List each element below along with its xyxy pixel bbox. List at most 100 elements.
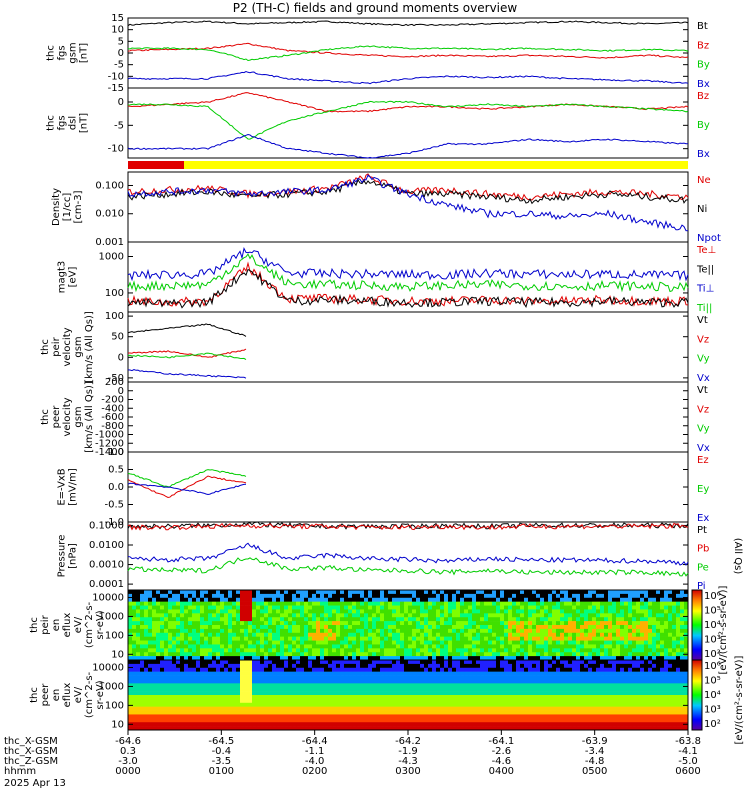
heatmap-cell [552,609,557,614]
heatmap-cell [332,605,337,610]
heatmap-cell [432,613,437,618]
heatmap-cell [276,648,281,653]
heatmap-cell [512,601,517,606]
mode-bar-segment [128,161,184,169]
heatmap-cell [624,660,629,665]
heatmap-cell [364,613,369,618]
heatmap-cell [412,621,417,626]
heatmap-cell [328,628,333,634]
heatmap-cell [132,710,137,715]
heatmap-cell [464,644,469,649]
heatmap-cell [444,621,449,626]
heatmap-cell [424,644,429,649]
heatmap-cell [200,648,205,653]
heatmap-cell [516,617,521,622]
heatmap-cell [272,621,277,626]
heatmap-cell [564,601,569,606]
heatmap-cell [228,706,233,711]
heatmap-cell [520,660,525,665]
heatmap-cell [364,726,369,731]
heatmap-cell [508,722,513,727]
heatmap-cell [560,640,565,645]
heatmap-cell [652,593,657,599]
heatmap-cell [616,660,621,665]
heatmap-cell [548,628,553,634]
heatmap-cell [272,640,277,645]
heatmap-cell [296,628,301,634]
legend-Ey: Ey [697,484,709,495]
heatmap-cell [536,714,541,719]
heatmap-cell [428,590,433,595]
heatmap-cell [248,671,253,676]
heatmap-cell [412,695,417,700]
heatmap-cell [472,687,477,692]
heatmap-cell [384,593,389,599]
heatmap-cell [516,683,521,688]
heatmap-cell [300,687,305,692]
heatmap-cell [404,597,409,602]
heatmap-cell [488,632,493,637]
heatmap-cell [664,601,669,606]
heatmap-cell [448,706,453,711]
heatmap-cell [460,671,465,676]
heatmap-cell [272,683,277,688]
heatmap-cell [356,671,361,676]
heatmap-cell [200,702,205,707]
heatmap-cell [668,632,673,637]
heatmap-cell [344,605,349,610]
heatmap-cell [176,726,181,731]
heatmap-cell [548,667,553,672]
heatmap-cell [328,726,333,731]
heatmap-cell [280,675,285,680]
heatmap-cell [140,663,145,669]
heatmap-cell [584,679,589,684]
heatmap-cell [256,679,261,684]
heatmap-cell [580,628,585,634]
heatmap-cell [184,675,189,680]
heatmap-cell [304,644,309,649]
heatmap-cell [580,722,585,727]
heatmap-cell [304,718,309,723]
heatmap-cell [168,613,173,618]
heatmap-cell [512,632,517,637]
heatmap-cell [184,683,189,688]
heatmap-cell [672,625,677,630]
heatmap-cell [640,601,645,606]
heatmap-cell [476,675,481,680]
heatmap-cell [128,644,133,649]
heatmap-cell [312,683,317,688]
heatmap-cell [568,714,573,719]
heatmap-cell [428,726,433,731]
heatmap-cell [408,632,413,637]
heatmap-cell [320,636,325,641]
heatmap-cell [204,687,209,692]
heatmap-cell [364,605,369,610]
series-line-Ey [127,469,247,488]
heatmap-cell [260,609,265,614]
heatmap-cell [168,706,173,711]
heatmap-cell [436,683,441,688]
heatmap-cell [636,593,641,599]
heatmap-cell [496,652,501,657]
heatmap-cell [420,683,425,688]
heatmap-cell [452,597,457,602]
heatmap-cell [236,652,241,657]
heatmap-cell [388,706,393,711]
heatmap-cell [472,636,477,641]
heatmap-cell [584,702,589,707]
heatmap-cell [280,652,285,657]
heatmap-cell [516,710,521,715]
heatmap-cell [320,601,325,606]
heatmap-cell [264,625,269,630]
heatmap-cell [612,695,617,700]
heatmap-cell [420,593,425,599]
heatmap-cell [308,652,313,657]
heatmap-cell [444,648,449,653]
heatmap-cell [544,722,549,727]
heatmap-cell [524,726,529,731]
heatmap-cell [468,597,473,602]
heatmap-cell [164,691,169,696]
heatmap-cell [540,625,545,630]
heatmap-cell [604,710,609,715]
heatmap-cell [472,621,477,626]
